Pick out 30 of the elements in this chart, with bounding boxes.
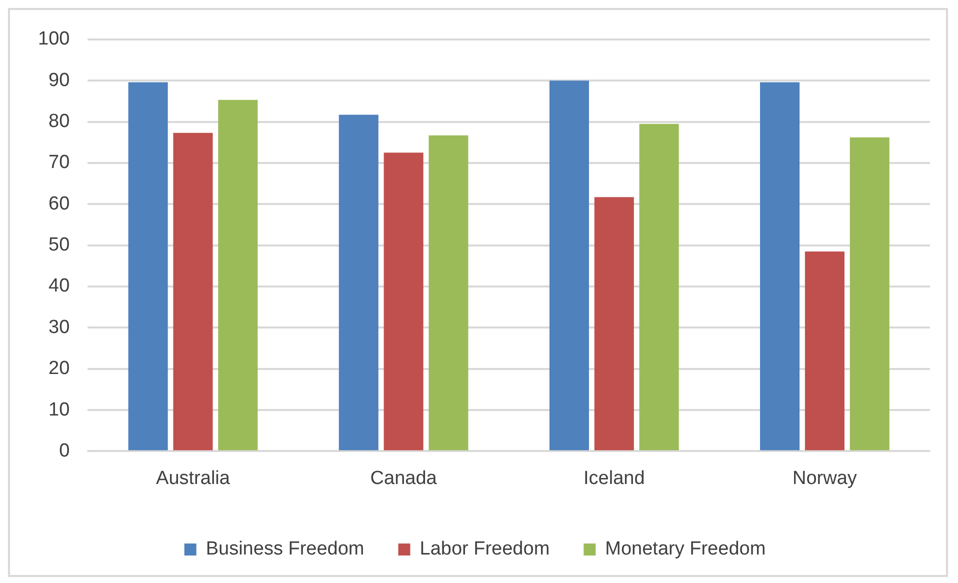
bar [594, 197, 634, 450]
bar [428, 135, 468, 450]
bar [338, 114, 378, 450]
legend-label: Monetary Freedom [605, 538, 766, 560]
bar [218, 100, 258, 450]
bar [804, 251, 844, 450]
y-tick-label: 20 [48, 358, 70, 380]
bar [760, 82, 800, 450]
bar [173, 132, 213, 450]
y-tick-label: 90 [48, 70, 70, 91]
y-tick-label: 50 [48, 234, 70, 256]
y-tick-label: 40 [48, 276, 70, 297]
bar [850, 137, 890, 450]
y-tick-label: 70 [48, 152, 70, 174]
y-tick-label: 30 [48, 316, 70, 338]
bar [128, 82, 168, 450]
y-tick-label: 100 [38, 28, 70, 50]
x-tick-label: Iceland [583, 468, 645, 489]
y-tick-label: 60 [48, 193, 70, 214]
legend-label: Labor Freedom [420, 538, 550, 560]
x-tick-label: Canada [370, 468, 438, 489]
bar [639, 124, 679, 450]
x-tick-label: Norway [792, 468, 858, 489]
y-tick-label: 0 [59, 440, 70, 462]
y-tick-label: 10 [48, 399, 70, 420]
y-tick-label: 80 [48, 110, 70, 132]
bar [384, 152, 424, 450]
legend-label: Business Freedom [206, 538, 364, 560]
bar [549, 80, 589, 450]
x-tick-label: Australia [156, 468, 230, 489]
